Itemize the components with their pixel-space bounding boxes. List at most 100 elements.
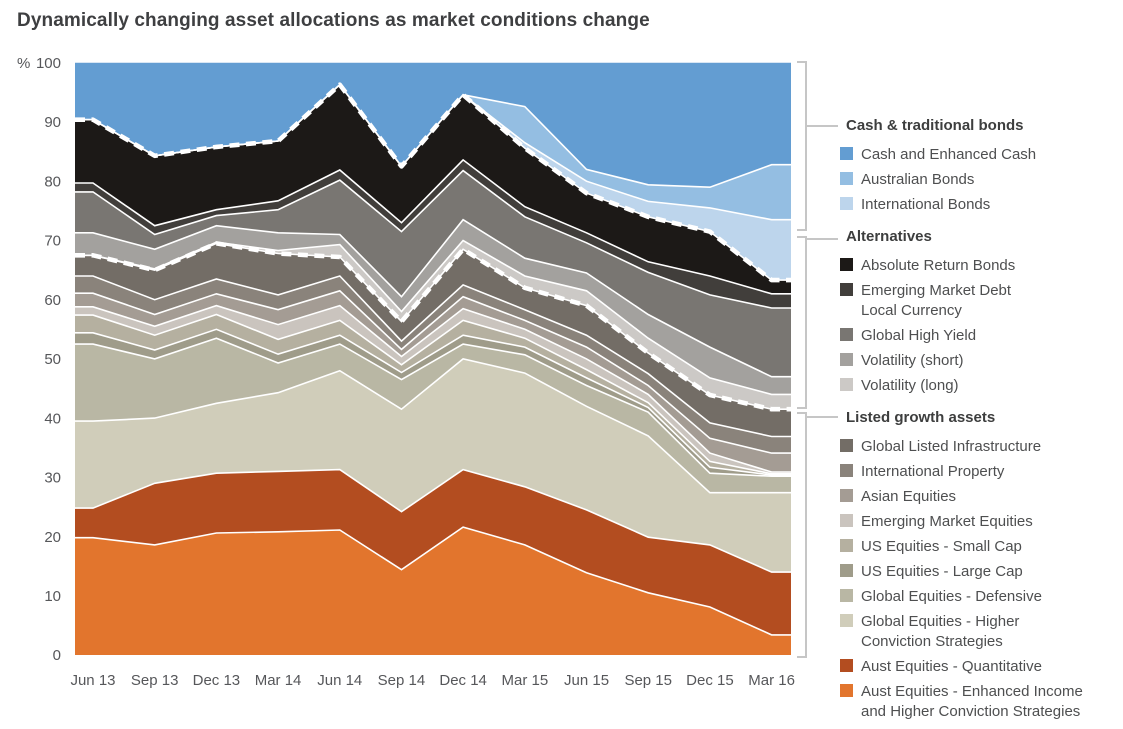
x-tick-label: Mar 14 <box>255 672 302 689</box>
legend-item-label: International Bonds <box>861 195 991 213</box>
legend-item-international-bonds: International Bonds <box>840 192 1112 217</box>
legend-swatch <box>840 613 853 627</box>
y-tick-label: 0 <box>53 647 61 664</box>
legend-bracket-cash-traditional-bonds <box>797 61 807 231</box>
band-global-equities-higher-conviction-strate <box>75 358 791 573</box>
legend-swatch <box>840 563 853 577</box>
legend-item-label: Global Equities - Defensive <box>861 587 1042 605</box>
legend-bracket-alternatives <box>797 236 807 409</box>
y-tick-label: 80 <box>44 173 61 190</box>
legend-group-label: Alternatives <box>846 228 932 245</box>
band-global-equities-defensive <box>75 338 791 493</box>
x-tick-label: Jun 15 <box>564 672 609 689</box>
chart-legend: Cash & traditional bonds Cash and Enhance… <box>840 116 1112 724</box>
legend-group-listed-growth-assets: Listed growth assets Global Listed Infras… <box>840 408 1112 724</box>
legend-group-label: Listed growth assets <box>846 409 996 426</box>
legend-swatch <box>840 196 853 210</box>
band-top-line-aust-equities-enhanced-income-and-higher <box>75 526 791 636</box>
band-top-line-emerging-market-equities <box>75 304 791 473</box>
legend-swatch <box>840 146 853 160</box>
legend-item-international-property: International Property <box>840 459 1112 484</box>
legend-group-alternatives: Alternatives Absolute Return Bonds Emergin… <box>840 227 1112 398</box>
band-volatility-long <box>75 240 791 410</box>
legend-item-label: Global Listed Infrastructure <box>861 437 1042 455</box>
y-tick-label: 90 <box>44 114 61 131</box>
legend-item-aust-equities-quantitative: Aust Equities - Quantitative <box>840 654 1112 679</box>
legend-item-label: Absolute Return Bonds <box>861 256 1016 274</box>
legend-item-label: Cash and Enhanced Cash <box>861 145 1037 163</box>
legend-item-label: Global Equities - Higher Conviction Stra… <box>861 612 1020 650</box>
legend-item-label: Aust Equities - Enhanced Income and High… <box>861 682 1083 720</box>
y-tick-label: 10 <box>44 588 61 605</box>
band-us-equities-large-cap <box>75 329 791 477</box>
legend-item-global-equities-higher: Global Equities - Higher Conviction Stra… <box>840 609 1112 654</box>
band-top-line-emerging-market-debt-local-currency <box>75 158 791 295</box>
legend-item-label: Emerging Market Equities <box>861 512 1033 530</box>
legend-item-cash-and-enhanced-cash: Cash and Enhanced Cash <box>840 142 1112 167</box>
legend-swatch <box>840 257 853 271</box>
band-asian-equities <box>75 290 791 472</box>
band-volatility-short <box>75 219 791 395</box>
band-global-high-yield <box>75 170 791 377</box>
legend-item-label: Global High Yield <box>861 326 977 344</box>
legend-item-label: Aust Equities - Quantitative <box>861 657 1042 675</box>
legend-swatch <box>840 463 853 477</box>
y-tick-label: 30 <box>44 470 61 487</box>
legend-item-us-equities-small-cap: US Equities - Small Cap <box>840 534 1112 559</box>
legend-item-global-listed-infrastructure: Global Listed Infrastructure <box>840 434 1112 459</box>
legend-item-label: Asian Equities <box>861 487 957 505</box>
legend-item-label: US Equities - Large Cap <box>861 562 1023 580</box>
band-top-line-aust-equities-quantitative <box>75 468 791 573</box>
y-tick-label: 60 <box>44 292 61 309</box>
band-us-equities-small-cap <box>75 314 791 475</box>
band-emerging-market-equities <box>75 305 791 474</box>
legend-group-label: Cash & traditional bonds <box>846 117 1024 134</box>
band-top-line-us-equities-large-cap <box>75 328 791 476</box>
band-absolute-return-bonds <box>75 84 791 294</box>
band-cash-and-enhanced-cash <box>75 62 791 188</box>
growth-assets-top-boundary-dashed-line <box>75 241 791 412</box>
band-global-listed-infrastructure <box>75 243 791 437</box>
legend-item-volatility-short: Volatility (short) <box>840 348 1112 373</box>
x-tick-label: Jun 13 <box>70 672 115 689</box>
x-tick-label: Jun 14 <box>317 672 362 689</box>
x-tick-label: Sep 14 <box>378 672 426 689</box>
legend-item-label: Emerging Market Debt Local Currency <box>861 281 1012 319</box>
band-aust-equities-quantitative <box>75 469 791 635</box>
band-top-line-volatility-long <box>75 239 791 396</box>
legend-swatch <box>840 588 853 602</box>
band-top-line-global-high-yield <box>75 169 791 309</box>
legend-item-label: International Property <box>861 462 1005 480</box>
band-top-line-international-property <box>75 275 791 438</box>
band-top-line-volatility-short <box>75 218 791 378</box>
x-tick-label: Dec 13 <box>193 672 241 689</box>
legend-swatch <box>840 377 853 391</box>
legend-item-emerging-market-equities: Emerging Market Equities <box>840 509 1112 534</box>
band-top-line-us-equities-small-cap <box>75 313 791 475</box>
band-top-line-global-equities-defensive <box>75 337 791 478</box>
legend-swatch <box>840 658 853 672</box>
legend-item-label: Volatility (long) <box>861 376 959 394</box>
band-australian-bonds <box>75 84 791 220</box>
y-tick-label: 40 <box>44 410 61 427</box>
legend-item-label: Australian Bonds <box>861 170 975 188</box>
x-tick-label: Mar 15 <box>501 672 548 689</box>
legend-swatch <box>840 538 853 552</box>
y-axis-unit-label: % <box>17 55 30 72</box>
legend-item-label: Volatility (short) <box>861 351 964 369</box>
legend-item-volatility-long: Volatility (long) <box>840 373 1112 398</box>
x-tick-label: Sep 15 <box>624 672 672 689</box>
y-tick-label: 50 <box>44 351 61 368</box>
chart-title: Dynamically changing asset allocations a… <box>17 10 650 31</box>
alternatives-top-boundary-dashed-line <box>75 82 791 283</box>
band-aust-equities-enhanced-income-and-higher <box>75 527 791 655</box>
legend-item-label: US Equities - Small Cap <box>861 537 1022 555</box>
legend-item-aust-equities-enhanced-income: Aust Equities - Enhanced Income and High… <box>840 679 1112 724</box>
y-tick-label: 20 <box>44 529 61 546</box>
legend-swatch <box>840 282 853 296</box>
legend-item-australian-bonds: Australian Bonds <box>840 167 1112 192</box>
y-tick-label: 100 <box>36 55 61 72</box>
legend-group-cash-traditional-bonds: Cash & traditional bonds Cash and Enhance… <box>840 116 1112 217</box>
legend-swatch <box>840 488 853 502</box>
